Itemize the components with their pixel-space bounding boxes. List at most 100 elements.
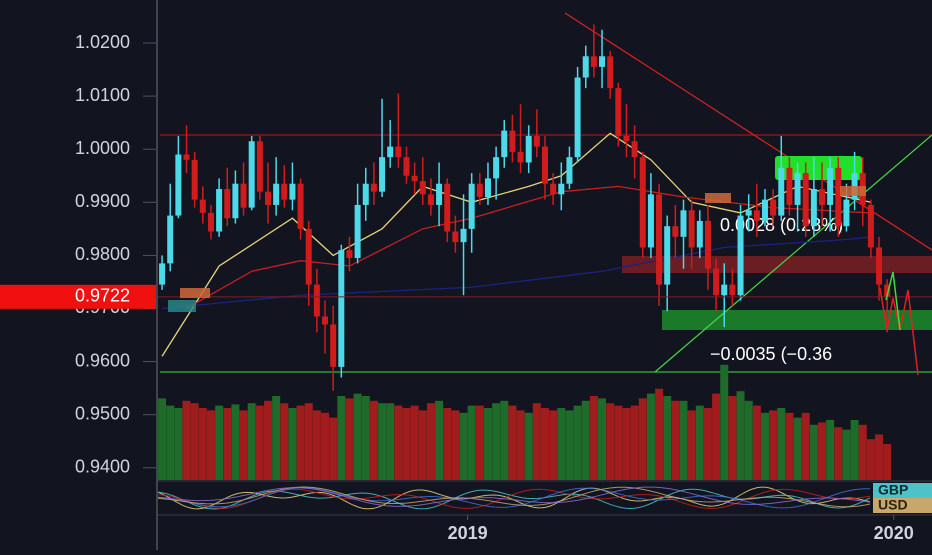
- volume-bar: [532, 403, 541, 480]
- candle-body: [607, 56, 614, 89]
- candle-body: [476, 183, 483, 197]
- volume-bar: [744, 400, 753, 480]
- candle-body: [753, 210, 760, 221]
- volume-bar: [793, 417, 802, 480]
- volume-bar: [809, 424, 818, 480]
- last-price-label: 0.9722: [75, 286, 130, 306]
- volume-bar: [231, 404, 240, 480]
- volume-bar: [435, 400, 444, 480]
- x-tick-label: 2020: [874, 523, 914, 543]
- candle-body: [517, 151, 524, 163]
- candle-body: [183, 154, 190, 160]
- volume-bar: [247, 403, 256, 480]
- volume-bar: [198, 408, 207, 480]
- candle-body: [590, 56, 597, 67]
- volume-bar: [866, 439, 875, 480]
- volume-bar: [826, 420, 835, 480]
- candle-body: [159, 263, 166, 285]
- volume-bar: [394, 405, 403, 480]
- y-tick-label: 1.0100: [75, 85, 130, 105]
- volume-bar: [353, 393, 362, 480]
- candle-body: [395, 146, 402, 158]
- volume-bar: [679, 400, 688, 480]
- volume-bar: [606, 403, 615, 480]
- volume-bar: [541, 408, 549, 480]
- candle-body: [468, 183, 475, 229]
- candle-body: [761, 199, 768, 221]
- volume-bar: [785, 412, 794, 480]
- candle-body: [639, 157, 646, 248]
- candle-body: [778, 167, 785, 216]
- volume-bar: [272, 396, 281, 480]
- oscillator-line: [157, 487, 871, 509]
- candle-body: [867, 204, 874, 248]
- volume-bar: [378, 403, 387, 480]
- volume-bar: [728, 396, 737, 480]
- candle-body: [313, 284, 320, 317]
- volume-bar: [777, 408, 786, 480]
- volume-bar: [483, 408, 492, 480]
- volume-bar: [296, 405, 305, 480]
- candle-body: [876, 247, 883, 285]
- candle-body: [362, 183, 369, 205]
- candle-body: [403, 157, 410, 176]
- candle-body: [533, 135, 540, 147]
- candle-body: [224, 189, 231, 219]
- projection: [885, 271, 901, 331]
- volume-bar: [565, 410, 574, 480]
- candle-body: [599, 56, 606, 67]
- volume-bar: [288, 408, 297, 480]
- trend-line: [654, 134, 932, 373]
- candle-body: [566, 157, 573, 184]
- y-tick-label: 1.0000: [75, 138, 130, 158]
- volume-bar: [321, 412, 330, 480]
- volume-bar: [369, 400, 378, 480]
- candle-body: [460, 228, 467, 243]
- candle-body: [273, 183, 280, 205]
- axis: 1.02001.01001.00000.99000.98000.97000.96…: [0, 32, 914, 543]
- volume-bar: [304, 403, 313, 480]
- candle-body: [688, 210, 695, 248]
- volume-bar: [883, 444, 892, 480]
- volume-bar: [475, 405, 484, 480]
- volume-bar: [524, 412, 533, 480]
- volume-bar: [842, 429, 851, 480]
- candle-body: [550, 183, 557, 195]
- candle-body: [330, 324, 337, 367]
- volume-bar: [280, 403, 289, 480]
- volume-bar: [646, 393, 655, 480]
- candle-body: [664, 226, 671, 285]
- volume-bar: [858, 424, 867, 480]
- volume-bar: [720, 364, 729, 480]
- volume-bar: [655, 388, 664, 480]
- oscillator-line: [157, 488, 871, 510]
- candle-body: [558, 183, 565, 195]
- volume-bar: [239, 410, 248, 480]
- measure-text: −0.0035 (−0.36: [710, 344, 832, 364]
- candle-body: [444, 183, 451, 232]
- candle-body: [346, 250, 353, 259]
- candle-body: [827, 167, 834, 205]
- volume-bar: [638, 398, 647, 480]
- volume-bar: [549, 410, 558, 480]
- candle-body: [631, 141, 638, 158]
- volume-bar: [223, 408, 232, 480]
- y-tick-label: 1.0200: [75, 32, 130, 52]
- candle-body: [436, 183, 443, 205]
- drawings-front: −0.0035 (−0.36: [168, 186, 919, 376]
- tag: [873, 483, 932, 498]
- candle-body: [713, 268, 720, 296]
- candle-body: [802, 173, 809, 227]
- candle-body: [647, 194, 654, 248]
- volume-bar: [361, 396, 370, 480]
- candle-body: [207, 212, 214, 232]
- candle-body: [542, 146, 548, 184]
- candle-body: [623, 135, 630, 142]
- volume-bar: [703, 408, 712, 480]
- volume-bar: [508, 405, 517, 480]
- moving-average: [162, 236, 871, 310]
- last-price-box: [0, 284, 156, 309]
- volume-bar: [337, 396, 346, 480]
- volume-bar: [345, 398, 354, 480]
